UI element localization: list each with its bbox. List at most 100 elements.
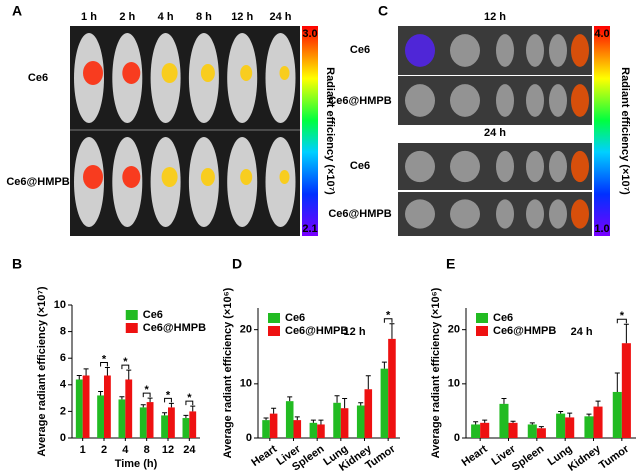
bar: [182, 418, 190, 438]
error-bar: [140, 404, 146, 408]
panel-letter: C: [378, 3, 388, 19]
column-label: 1 h: [81, 11, 97, 23]
bar: [556, 413, 566, 438]
x-tick-label: Heart: [460, 443, 490, 469]
error-bar: [263, 417, 269, 421]
organ: [496, 199, 514, 229]
error-bar: [538, 426, 544, 429]
bar: [161, 415, 168, 438]
error-bar: [294, 416, 300, 421]
bar: [333, 402, 341, 438]
legend-swatch: [268, 326, 280, 336]
significance-bracket: [383, 318, 393, 323]
bar: [388, 338, 396, 438]
column-label: 12 h: [231, 11, 253, 23]
error-bar: [558, 410, 564, 414]
panel-letter: E: [446, 256, 455, 272]
organ: [526, 150, 544, 183]
x-tick-label: Heart: [249, 443, 279, 469]
colorbar-label: Radiant efficiency (×10⁷): [324, 67, 336, 195]
bar: [536, 428, 546, 438]
legend-label: Ce6: [285, 312, 305, 324]
y-tick-label: 2: [60, 405, 66, 417]
error-bar: [168, 402, 174, 408]
significance-bracket: [616, 318, 627, 324]
error-bar: [126, 369, 132, 380]
y-tick-label: 4: [60, 379, 67, 391]
error-bar: [119, 396, 125, 400]
legend-label: Ce6: [143, 309, 163, 321]
bar: [82, 375, 90, 438]
bar: [480, 422, 490, 438]
colorbar-max: 4.0: [594, 28, 609, 40]
organ: [526, 84, 544, 117]
significance-label: *: [123, 356, 128, 368]
error-bar: [334, 395, 340, 403]
signal: [200, 168, 215, 186]
organ: [496, 34, 514, 67]
organ: [450, 34, 480, 67]
bar: [471, 424, 481, 438]
organ: [571, 199, 589, 229]
panel-letter: D: [232, 256, 242, 272]
organ: [526, 199, 544, 229]
bar: [340, 408, 349, 438]
organ: [526, 34, 544, 67]
signal: [83, 61, 103, 85]
row-label: Ce6: [350, 44, 370, 56]
organ: [450, 199, 480, 229]
legend-label: Ce6@HMPB: [285, 325, 348, 337]
mouse: [265, 33, 296, 123]
time-label: 12 h: [484, 11, 506, 23]
organ: [549, 199, 567, 229]
bar: [97, 395, 104, 438]
annotation: 24 h: [571, 326, 593, 338]
significance-label: *: [102, 353, 107, 365]
legend-swatch: [125, 310, 138, 320]
row-label: Ce6@HMPB: [6, 176, 69, 188]
organ: [405, 84, 435, 117]
row-label: Ce6@HMPB: [328, 208, 391, 220]
error-bar: [473, 421, 479, 425]
bar: [75, 379, 83, 438]
colorbar: [594, 26, 610, 236]
error-bar: [318, 419, 324, 425]
column-label: 8 h: [196, 11, 212, 23]
x-tick-label: 24: [183, 444, 196, 456]
bar: [125, 379, 133, 438]
y-tick-label: 10: [448, 378, 460, 390]
error-bar: [310, 419, 316, 423]
signal: [279, 66, 290, 80]
legend-label: Ce6: [493, 312, 513, 324]
x-tick-label: Spleen: [510, 443, 547, 474]
significance-bracket: [100, 362, 108, 367]
column-label: 2 h: [119, 11, 135, 23]
bar: [309, 422, 318, 438]
organ: [571, 150, 589, 183]
signal: [122, 166, 141, 188]
error-bar: [83, 368, 89, 376]
bar: [380, 368, 389, 438]
legend-swatch: [125, 323, 138, 333]
row-label: Ce6@HMPB: [328, 95, 391, 107]
signal: [240, 65, 253, 81]
bar: [262, 420, 270, 438]
y-axis-label: Average radiant efficiency (×10⁶): [430, 287, 442, 458]
y-tick-label: 0: [246, 432, 252, 444]
error-bar: [567, 412, 573, 418]
organ: [496, 150, 514, 183]
significance-bracket: [121, 364, 130, 370]
organ: [405, 199, 435, 229]
x-tick-label: Kidney: [566, 443, 604, 474]
time-label: 24 h: [484, 127, 506, 139]
y-tick-label: 10: [240, 378, 252, 390]
significance-label: *: [145, 384, 150, 396]
organ: [450, 84, 480, 117]
error-bar: [365, 375, 371, 390]
signal: [83, 165, 103, 189]
column-label: 24 h: [269, 11, 291, 23]
panel-letter: B: [12, 256, 22, 272]
bar: [364, 389, 373, 438]
significance-label: *: [166, 389, 171, 401]
